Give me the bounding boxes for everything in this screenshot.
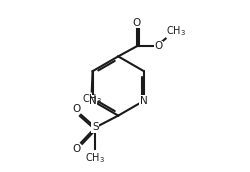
Text: O: O <box>133 18 141 28</box>
Text: N: N <box>140 96 148 106</box>
Text: O: O <box>154 41 162 51</box>
Text: O: O <box>72 104 80 114</box>
Text: CH$_3$: CH$_3$ <box>86 151 105 165</box>
Text: S: S <box>92 122 99 132</box>
Text: O: O <box>72 144 80 154</box>
Text: CH$_3$: CH$_3$ <box>82 92 102 106</box>
Text: N: N <box>89 96 96 106</box>
Text: CH$_3$: CH$_3$ <box>166 24 186 38</box>
